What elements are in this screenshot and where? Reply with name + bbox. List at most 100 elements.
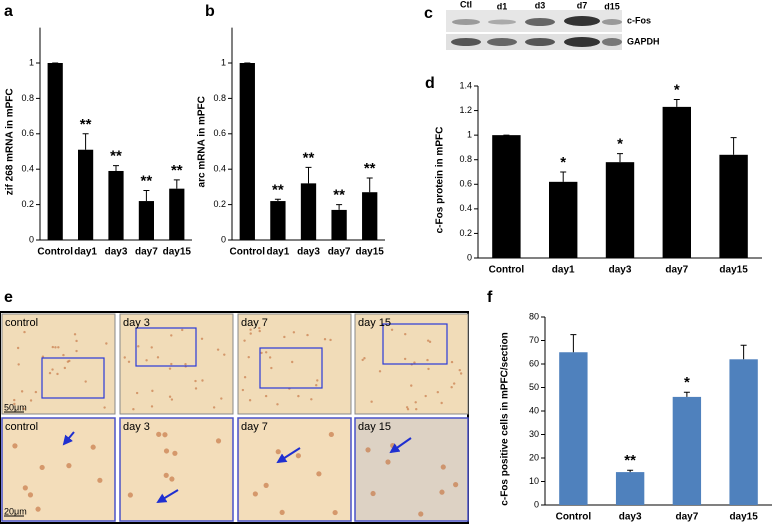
cell [132, 408, 135, 411]
cell [306, 333, 309, 337]
panel-label: a [4, 3, 13, 20]
annotation: * [560, 154, 566, 171]
micrograph [119, 313, 234, 415]
y-tick-label: 0 [467, 252, 472, 262]
y-tick-label: 60 [529, 358, 539, 368]
annotation: ** [80, 116, 92, 133]
lane-label: d15 [604, 1, 620, 11]
arrow [276, 447, 301, 464]
micrograph-label: day 15 [358, 317, 391, 329]
cell [365, 447, 371, 453]
y-tick-label: 0 [29, 234, 34, 244]
cell [290, 360, 294, 364]
cell [201, 379, 204, 382]
bar [47, 63, 63, 240]
bar [138, 201, 154, 240]
y-tick-label: 0.4 [21, 164, 34, 174]
x-tick-label: Control [230, 247, 266, 258]
cell [168, 395, 172, 398]
cell [440, 401, 443, 405]
annotation: * [617, 136, 623, 153]
cell [247, 355, 250, 359]
micrograph [1, 313, 116, 415]
y-tick-label: 1 [467, 130, 472, 140]
cell [459, 372, 463, 375]
y-tick-label: 40 [529, 405, 539, 415]
cell [35, 506, 41, 512]
row-label: GAPDH [627, 36, 660, 46]
panel-label: c [424, 5, 433, 22]
cell [156, 431, 162, 437]
bar [549, 181, 578, 258]
y-tick-label: 0.8 [21, 93, 34, 103]
cell [243, 339, 246, 342]
cell [258, 329, 261, 333]
bar [270, 201, 286, 240]
annotation: ** [171, 162, 183, 179]
cell [39, 464, 45, 471]
scale-label: 50μm [4, 402, 27, 412]
band [602, 38, 622, 46]
y-tick-label: 0 [221, 234, 226, 244]
cell [150, 346, 153, 349]
cell [54, 346, 57, 349]
cell [292, 331, 296, 334]
band [602, 19, 622, 25]
panel-label: d [425, 75, 435, 92]
cell [427, 367, 430, 371]
cell [103, 406, 106, 409]
x-tick-label: day7 [675, 512, 698, 523]
x-tick-label: day3 [105, 247, 128, 258]
zoom-box [41, 357, 105, 399]
error-bar [740, 344, 747, 360]
micrograph-label: day 7 [241, 421, 268, 433]
x-tick-label: day7 [328, 247, 351, 258]
cell [248, 399, 252, 402]
error-bar [113, 165, 119, 171]
cell [16, 346, 20, 350]
cell [323, 338, 327, 341]
y-tick-label: 1 [29, 57, 34, 67]
cell [212, 406, 216, 409]
cell [370, 490, 376, 497]
cell [428, 340, 432, 344]
bar [331, 209, 347, 240]
bar [559, 352, 588, 505]
lane-label: Ctl [460, 0, 472, 9]
error-bar [274, 198, 281, 202]
error-bar [336, 204, 343, 210]
cell [20, 390, 24, 393]
cell [163, 472, 169, 478]
scale-label: 20μm [4, 506, 27, 516]
cell [23, 330, 26, 334]
cell [378, 370, 382, 373]
western-blot [446, 10, 622, 50]
x-tick-label: day1 [74, 247, 97, 258]
cell [249, 332, 252, 335]
band [564, 16, 600, 26]
error-bar [730, 137, 737, 155]
cell [127, 492, 133, 498]
cell [450, 360, 454, 364]
micrograph-label: day 7 [241, 317, 268, 329]
cell [270, 366, 273, 370]
cell [450, 385, 453, 389]
error-bar [82, 133, 89, 150]
cell [57, 346, 60, 349]
annotation: ** [364, 160, 376, 177]
y-tick-label: 1 [221, 57, 226, 67]
error-bar [627, 469, 634, 473]
y-tick-label: 1.2 [459, 105, 472, 115]
cell [453, 482, 459, 488]
y-tick-label: 0.6 [21, 128, 34, 138]
bar [662, 106, 691, 258]
cell [68, 359, 71, 363]
cell [263, 482, 269, 488]
x-tick-label: day3 [609, 265, 632, 276]
cell [370, 400, 373, 403]
annotation: * [674, 81, 680, 98]
cell [405, 406, 409, 409]
cell [181, 328, 184, 332]
band [452, 19, 480, 25]
row-label: c-Fos [627, 15, 651, 25]
